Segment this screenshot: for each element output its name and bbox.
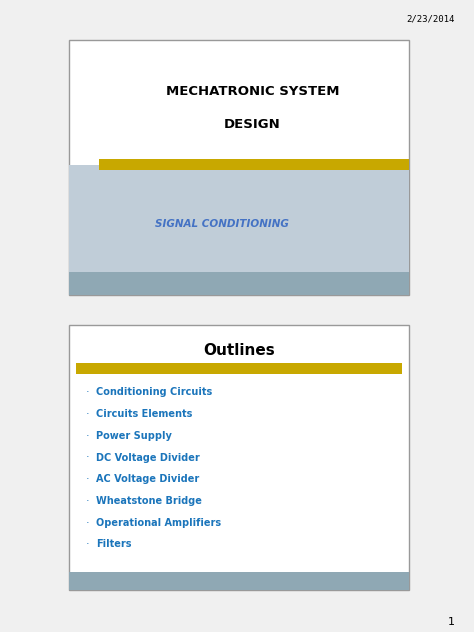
Text: DESIGN: DESIGN — [224, 118, 281, 131]
Text: ·: · — [86, 409, 89, 419]
Text: ·: · — [86, 453, 89, 463]
Text: SIGNAL CONDITIONING: SIGNAL CONDITIONING — [155, 219, 289, 229]
Text: Power Supply: Power Supply — [96, 431, 172, 441]
Text: Outlines: Outlines — [203, 343, 274, 358]
Text: ·: · — [86, 431, 89, 441]
Text: ·: · — [86, 474, 89, 484]
Text: 2/23/2014: 2/23/2014 — [407, 15, 455, 23]
Text: ·: · — [86, 539, 89, 549]
Text: Circuits Elements: Circuits Elements — [96, 409, 192, 419]
Text: Conditioning Circuits: Conditioning Circuits — [96, 387, 212, 398]
Text: Wheatstone Bridge: Wheatstone Bridge — [96, 496, 202, 506]
Bar — [69, 573, 409, 590]
Text: Operational Amplifiers: Operational Amplifiers — [96, 518, 221, 528]
Text: ·: · — [86, 518, 89, 528]
FancyBboxPatch shape — [69, 40, 409, 295]
Text: Filters: Filters — [96, 539, 131, 549]
Bar — [75, 363, 402, 374]
Text: ·: · — [86, 387, 89, 398]
FancyBboxPatch shape — [69, 325, 409, 590]
Bar — [69, 165, 409, 272]
Text: AC Voltage Divider: AC Voltage Divider — [96, 474, 199, 484]
Text: MECHATRONIC SYSTEM: MECHATRONIC SYSTEM — [165, 85, 339, 98]
Text: DC Voltage Divider: DC Voltage Divider — [96, 453, 200, 463]
Bar — [69, 272, 409, 295]
Text: ·: · — [86, 496, 89, 506]
Text: 1: 1 — [448, 617, 455, 627]
Bar — [100, 159, 409, 171]
